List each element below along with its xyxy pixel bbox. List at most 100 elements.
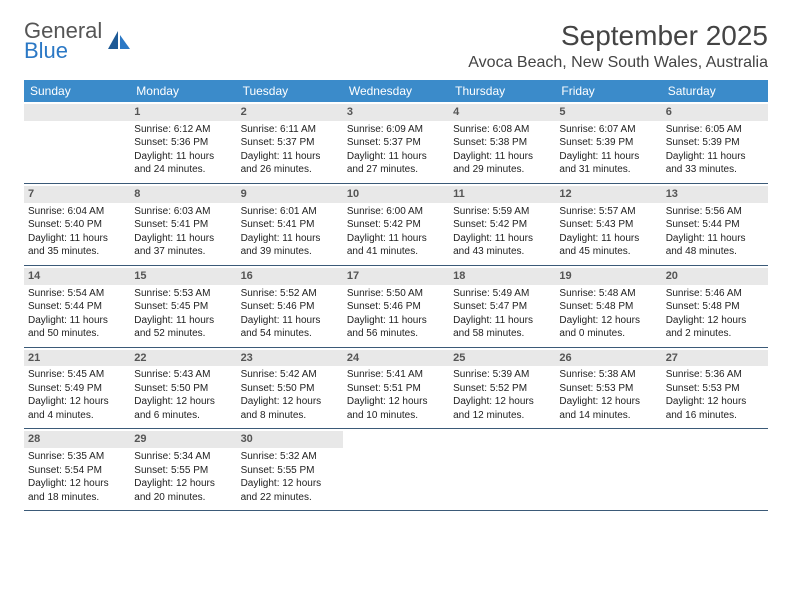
day-cell: [449, 429, 555, 510]
sunset-text: Sunset: 5:41 PM: [134, 218, 232, 232]
day-number: 28: [24, 431, 130, 448]
dl2-text: and 37 minutes.: [134, 245, 232, 259]
sunrise-text: Sunrise: 5:45 AM: [28, 368, 126, 382]
sunset-text: Sunset: 5:46 PM: [347, 300, 445, 314]
day-cell: 9Sunrise: 6:01 AMSunset: 5:41 PMDaylight…: [237, 184, 343, 265]
sunrise-text: Sunrise: 6:08 AM: [453, 123, 551, 137]
sunset-text: Sunset: 5:55 PM: [134, 464, 232, 478]
sunrise-text: Sunrise: 5:41 AM: [347, 368, 445, 382]
day-cell: 26Sunrise: 5:38 AMSunset: 5:53 PMDayligh…: [555, 348, 661, 429]
weekday-header: Saturday: [662, 80, 768, 102]
day-cell: 10Sunrise: 6:00 AMSunset: 5:42 PMDayligh…: [343, 184, 449, 265]
dl2-text: and 6 minutes.: [134, 409, 232, 423]
dl1-text: Daylight: 12 hours: [453, 395, 551, 409]
dl1-text: Daylight: 12 hours: [28, 477, 126, 491]
dl1-text: Daylight: 11 hours: [28, 314, 126, 328]
sunset-text: Sunset: 5:50 PM: [241, 382, 339, 396]
sunset-text: Sunset: 5:44 PM: [28, 300, 126, 314]
week-row: 7Sunrise: 6:04 AMSunset: 5:40 PMDaylight…: [24, 184, 768, 266]
day-number: 11: [449, 186, 555, 203]
dl1-text: Daylight: 11 hours: [134, 150, 232, 164]
day-cell: 2Sunrise: 6:11 AMSunset: 5:37 PMDaylight…: [237, 102, 343, 183]
dl1-text: Daylight: 11 hours: [347, 150, 445, 164]
sunset-text: Sunset: 5:42 PM: [347, 218, 445, 232]
day-number: 2: [237, 104, 343, 121]
sunrise-text: Sunrise: 6:12 AM: [134, 123, 232, 137]
dl1-text: Daylight: 12 hours: [241, 477, 339, 491]
day-cell: 3Sunrise: 6:09 AMSunset: 5:37 PMDaylight…: [343, 102, 449, 183]
day-cell: 25Sunrise: 5:39 AMSunset: 5:52 PMDayligh…: [449, 348, 555, 429]
sunrise-text: Sunrise: 5:42 AM: [241, 368, 339, 382]
dl2-text: and 29 minutes.: [453, 163, 551, 177]
day-number: 16: [237, 268, 343, 285]
sunset-text: Sunset: 5:38 PM: [453, 136, 551, 150]
sunrise-text: Sunrise: 5:46 AM: [666, 287, 764, 301]
dl1-text: Daylight: 11 hours: [241, 232, 339, 246]
dl2-text: and 10 minutes.: [347, 409, 445, 423]
sunrise-text: Sunrise: 5:50 AM: [347, 287, 445, 301]
dl1-text: Daylight: 11 hours: [134, 314, 232, 328]
day-cell: 30Sunrise: 5:32 AMSunset: 5:55 PMDayligh…: [237, 429, 343, 510]
day-cell: 17 Sunrise: 5:50 AMSunset: 5:46 PMDayligh…: [343, 266, 449, 347]
weekday-header: Thursday: [449, 80, 555, 102]
dl2-text: and 48 minutes.: [666, 245, 764, 259]
day-number: 17: [343, 268, 449, 285]
day-cell: 24Sunrise: 5:41 AMSunset: 5:51 PMDayligh…: [343, 348, 449, 429]
sunrise-text: Sunrise: 5:43 AM: [134, 368, 232, 382]
sunrise-text: Sunrise: 5:54 AM: [28, 287, 126, 301]
sunset-text: Sunset: 5:52 PM: [453, 382, 551, 396]
header: General Blue September 2025 Avoca Beach,…: [24, 20, 768, 72]
dl1-text: Daylight: 12 hours: [559, 314, 657, 328]
dl1-text: Daylight: 12 hours: [28, 395, 126, 409]
dl2-text: and 39 minutes.: [241, 245, 339, 259]
dl1-text: Daylight: 11 hours: [347, 314, 445, 328]
day-number: 5: [555, 104, 661, 121]
dl2-text: and 4 minutes.: [28, 409, 126, 423]
day-number: 25: [449, 350, 555, 367]
dl1-text: Daylight: 11 hours: [347, 232, 445, 246]
day-number: 8: [130, 186, 236, 203]
day-number: 19: [555, 268, 661, 285]
dl2-text: and 41 minutes.: [347, 245, 445, 259]
sunset-text: Sunset: 5:39 PM: [559, 136, 657, 150]
day-cell: 21Sunrise: 5:45 AMSunset: 5:49 PMDayligh…: [24, 348, 130, 429]
day-number: 21: [24, 350, 130, 367]
day-cell: 20Sunrise: 5:46 AMSunset: 5:48 PMDayligh…: [662, 266, 768, 347]
day-number: 18: [449, 268, 555, 285]
week-row: 21Sunrise: 5:45 AMSunset: 5:49 PMDayligh…: [24, 348, 768, 430]
sunset-text: Sunset: 5:47 PM: [453, 300, 551, 314]
sunrise-text: Sunrise: 5:56 AM: [666, 205, 764, 219]
day-number: 4: [449, 104, 555, 121]
day-number: 30: [237, 431, 343, 448]
weekday-header: Wednesday: [343, 80, 449, 102]
sunrise-text: Sunrise: 6:05 AM: [666, 123, 764, 137]
dl1-text: Daylight: 12 hours: [666, 314, 764, 328]
day-cell: 6Sunrise: 6:05 AMSunset: 5:39 PMDaylight…: [662, 102, 768, 183]
dl2-text: and 26 minutes.: [241, 163, 339, 177]
sunset-text: Sunset: 5:48 PM: [559, 300, 657, 314]
dl1-text: Daylight: 11 hours: [559, 232, 657, 246]
sunset-text: Sunset: 5:44 PM: [666, 218, 764, 232]
sunset-text: Sunset: 5:53 PM: [666, 382, 764, 396]
dl1-text: Daylight: 12 hours: [241, 395, 339, 409]
day-number: 26: [555, 350, 661, 367]
dl2-text: and 58 minutes.: [453, 327, 551, 341]
day-cell: 29Sunrise: 5:34 AMSunset: 5:55 PMDayligh…: [130, 429, 236, 510]
dl2-text: and 50 minutes.: [28, 327, 126, 341]
dl2-text: and 52 minutes.: [134, 327, 232, 341]
dl1-text: Daylight: 12 hours: [134, 395, 232, 409]
dl1-text: Daylight: 11 hours: [453, 150, 551, 164]
day-cell: 18Sunrise: 5:49 AMSunset: 5:47 PMDayligh…: [449, 266, 555, 347]
weekday-header: Tuesday: [237, 80, 343, 102]
day-number: 23: [237, 350, 343, 367]
sunset-text: Sunset: 5:40 PM: [28, 218, 126, 232]
dl2-text: and 54 minutes.: [241, 327, 339, 341]
weekday-header-row: SundayMondayTuesdayWednesdayThursdayFrid…: [24, 80, 768, 102]
dl1-text: Daylight: 11 hours: [28, 232, 126, 246]
dl2-text: and 0 minutes.: [559, 327, 657, 341]
sunrise-text: Sunrise: 5:52 AM: [241, 287, 339, 301]
dl1-text: Daylight: 12 hours: [559, 395, 657, 409]
dl1-text: Daylight: 11 hours: [453, 314, 551, 328]
day-cell: 1Sunrise: 6:12 AMSunset: 5:36 PMDaylight…: [130, 102, 236, 183]
sunrise-text: Sunrise: 6:09 AM: [347, 123, 445, 137]
